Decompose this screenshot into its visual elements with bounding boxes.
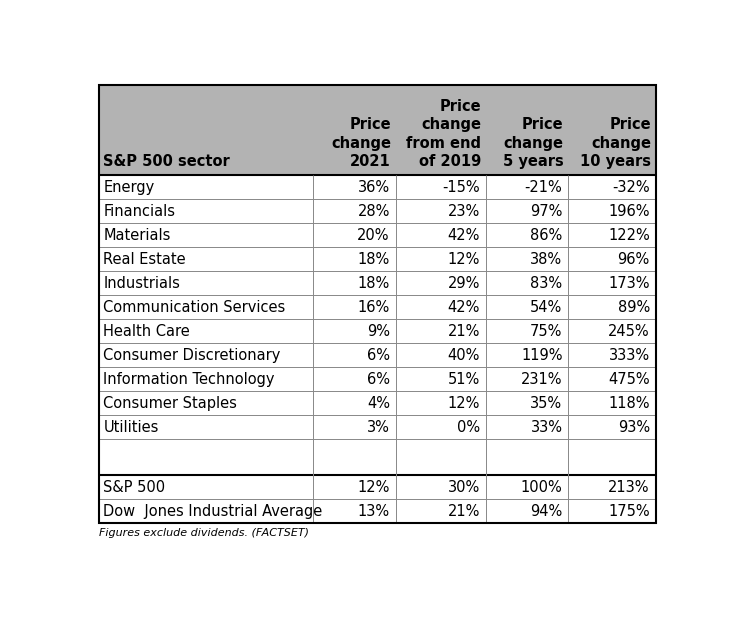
- Text: 118%: 118%: [609, 396, 650, 411]
- Text: Communication Services: Communication Services: [103, 300, 286, 315]
- Bar: [99, 223, 656, 247]
- Text: 0%: 0%: [457, 420, 480, 435]
- Text: 333%: 333%: [609, 348, 650, 363]
- Text: 29%: 29%: [447, 275, 480, 291]
- Text: Materials: Materials: [103, 227, 171, 242]
- Text: 86%: 86%: [530, 227, 562, 242]
- Text: 213%: 213%: [609, 480, 650, 495]
- Text: 3%: 3%: [367, 420, 390, 435]
- Text: 33%: 33%: [531, 420, 562, 435]
- Text: Utilities: Utilities: [103, 420, 159, 435]
- Text: 75%: 75%: [530, 324, 562, 339]
- Bar: [99, 367, 656, 391]
- Text: 40%: 40%: [447, 348, 480, 363]
- Text: 21%: 21%: [447, 324, 480, 339]
- Text: Consumer Discretionary: Consumer Discretionary: [103, 348, 280, 363]
- Text: 36%: 36%: [358, 179, 390, 194]
- Text: Information Technology: Information Technology: [103, 372, 275, 387]
- Text: 20%: 20%: [358, 227, 390, 242]
- Bar: [99, 439, 656, 475]
- Text: 42%: 42%: [447, 300, 480, 315]
- Text: Real Estate: Real Estate: [103, 252, 186, 267]
- Text: -21%: -21%: [525, 179, 562, 194]
- Text: 4%: 4%: [367, 396, 390, 411]
- Bar: [99, 391, 656, 416]
- Text: 42%: 42%: [447, 227, 480, 242]
- Bar: [99, 271, 656, 295]
- Text: 16%: 16%: [358, 300, 390, 315]
- Text: -15%: -15%: [442, 179, 480, 194]
- Text: Figures exclude dividends. (FACTSET): Figures exclude dividends. (FACTSET): [99, 528, 309, 538]
- Text: Price
change
2021: Price change 2021: [331, 117, 391, 169]
- Text: 51%: 51%: [447, 372, 480, 387]
- Text: 12%: 12%: [358, 480, 390, 495]
- Text: S&P 500 sector: S&P 500 sector: [103, 155, 230, 169]
- Text: 23%: 23%: [447, 204, 480, 219]
- Text: 12%: 12%: [447, 252, 480, 267]
- Text: Energy: Energy: [103, 179, 155, 194]
- Text: 21%: 21%: [447, 504, 480, 519]
- Bar: [99, 85, 656, 175]
- Text: 13%: 13%: [358, 504, 390, 519]
- Text: 18%: 18%: [358, 275, 390, 291]
- Text: Industrials: Industrials: [103, 275, 180, 291]
- Text: 38%: 38%: [531, 252, 562, 267]
- Text: 100%: 100%: [520, 480, 562, 495]
- Text: 475%: 475%: [608, 372, 650, 387]
- Text: 119%: 119%: [521, 348, 562, 363]
- Text: 122%: 122%: [608, 227, 650, 242]
- Text: Dow  Jones Industrial Average: Dow Jones Industrial Average: [103, 504, 322, 519]
- Bar: [99, 247, 656, 271]
- Text: Health Care: Health Care: [103, 324, 190, 339]
- Bar: [99, 343, 656, 367]
- Text: 6%: 6%: [367, 372, 390, 387]
- Text: Consumer Staples: Consumer Staples: [103, 396, 237, 411]
- Text: 35%: 35%: [531, 396, 562, 411]
- Text: 18%: 18%: [358, 252, 390, 267]
- Bar: [99, 199, 656, 223]
- Text: 173%: 173%: [609, 275, 650, 291]
- Text: Price
change
5 years: Price change 5 years: [503, 117, 564, 169]
- Text: 12%: 12%: [447, 396, 480, 411]
- Text: 245%: 245%: [608, 324, 650, 339]
- Bar: [99, 499, 656, 523]
- Text: 231%: 231%: [521, 372, 562, 387]
- Text: -32%: -32%: [612, 179, 650, 194]
- Text: S&P 500: S&P 500: [103, 480, 166, 495]
- Bar: [99, 295, 656, 319]
- Text: 54%: 54%: [530, 300, 562, 315]
- Bar: [99, 175, 656, 199]
- Bar: [99, 319, 656, 343]
- Text: 96%: 96%: [618, 252, 650, 267]
- Text: 97%: 97%: [530, 204, 562, 219]
- Text: 6%: 6%: [367, 348, 390, 363]
- Text: 89%: 89%: [618, 300, 650, 315]
- Bar: [99, 416, 656, 439]
- Text: 28%: 28%: [358, 204, 390, 219]
- Text: Financials: Financials: [103, 204, 175, 219]
- Text: 30%: 30%: [447, 480, 480, 495]
- Text: Price
change
10 years: Price change 10 years: [580, 117, 651, 169]
- Text: 9%: 9%: [367, 324, 390, 339]
- Text: Price
change
from end
of 2019: Price change from end of 2019: [406, 98, 481, 169]
- Text: 175%: 175%: [608, 504, 650, 519]
- Text: 196%: 196%: [609, 204, 650, 219]
- Bar: [99, 475, 656, 499]
- Text: 83%: 83%: [531, 275, 562, 291]
- Text: 93%: 93%: [618, 420, 650, 435]
- Text: 94%: 94%: [530, 504, 562, 519]
